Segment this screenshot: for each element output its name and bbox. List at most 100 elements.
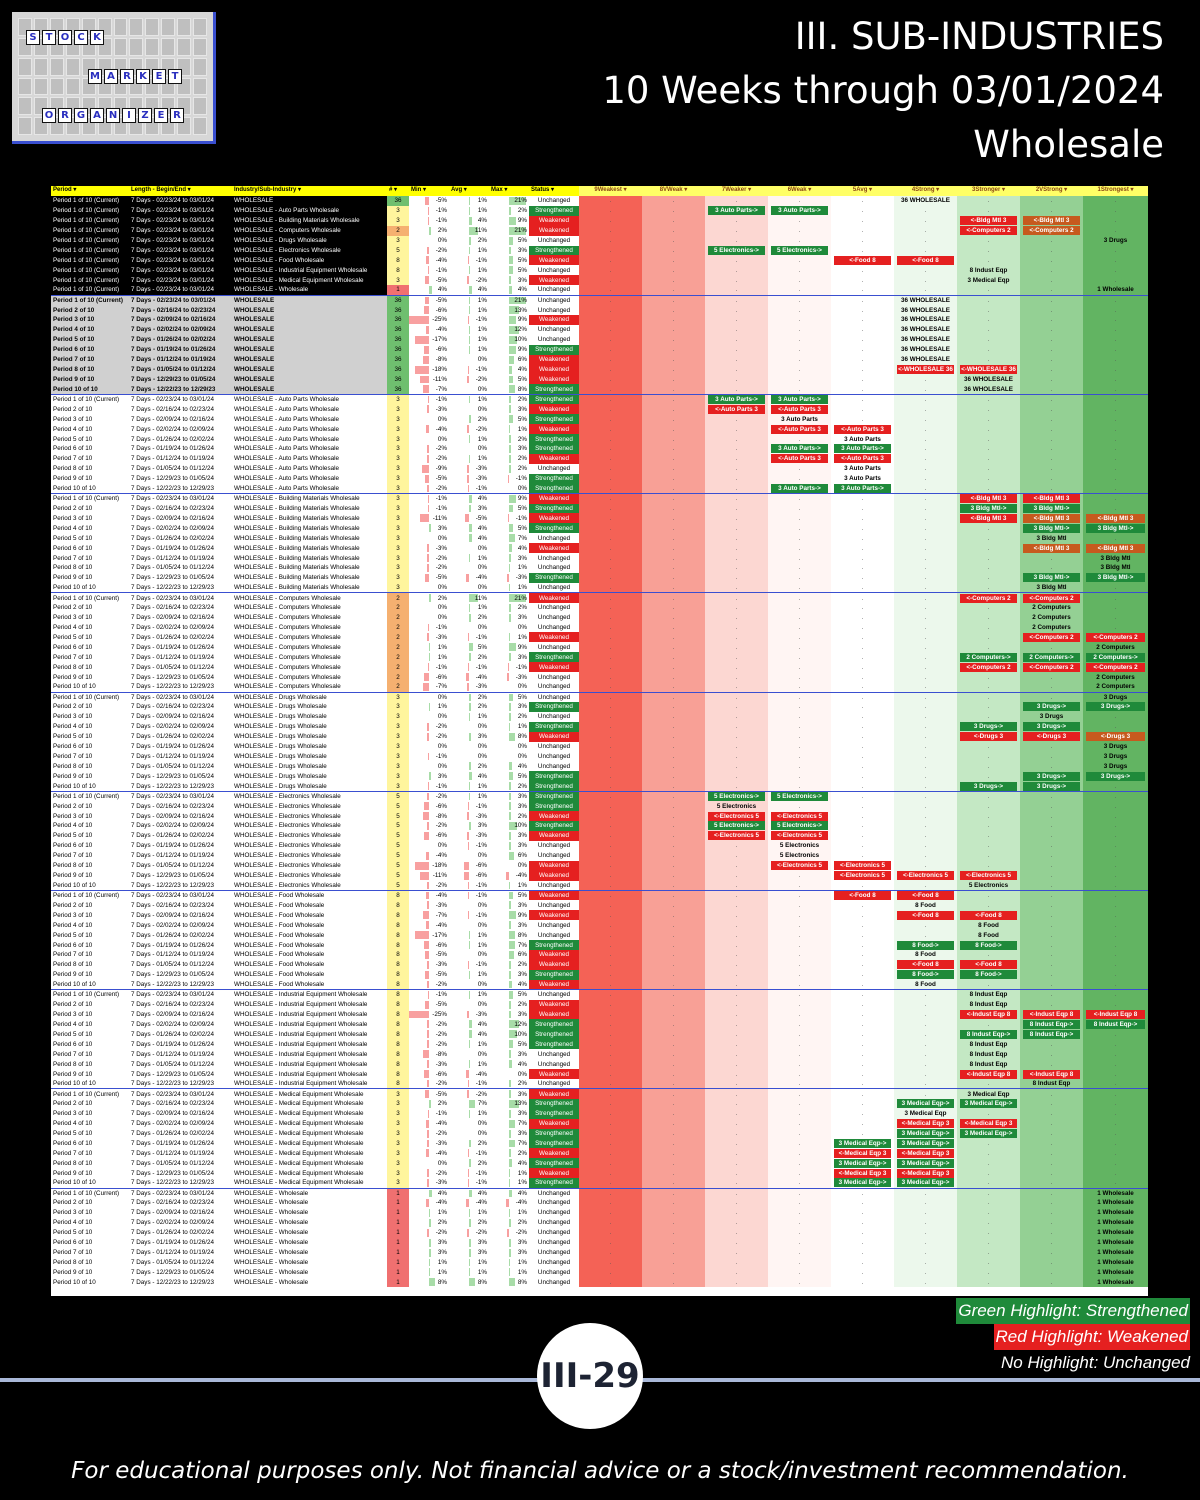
column-header[interactable]: Period ▾ — [51, 186, 129, 196]
metric-cell: 5% — [489, 889, 529, 901]
column-header[interactable]: Industry/Sub-Industry ▾ — [232, 186, 387, 196]
column-header[interactable]: 5Avg ▾ — [831, 186, 894, 196]
rank-cell-1: . — [1083, 473, 1148, 484]
metric-cell: 3% — [409, 1248, 449, 1258]
metric-bar — [415, 931, 429, 940]
rank-cell-6: <-Electronics 5 — [768, 811, 831, 821]
rank-cell-6: . — [768, 1029, 831, 1040]
rank-cell-2: . — [1020, 900, 1083, 911]
column-header[interactable]: Status ▾ — [529, 186, 579, 196]
industry-cell: WHOLESALE - Building Materials Wholesale — [234, 544, 360, 552]
column-header[interactable]: 3Stronger ▾ — [957, 186, 1020, 196]
rank-cell-5: . — [831, 1078, 894, 1089]
rank-cell-5: . — [831, 215, 894, 226]
metric-bar — [469, 1030, 473, 1039]
metric-value: 4% — [517, 1189, 527, 1197]
metric-cell: 4% — [449, 216, 489, 226]
rank-cell-4: . — [894, 721, 957, 732]
range-cell: 7 Days - 12/22/23 to 12/29/23 — [131, 881, 214, 889]
logo-tile — [49, 57, 64, 76]
metric-value: 1% — [477, 336, 487, 344]
rank-cell-7: . — [705, 1168, 768, 1179]
industry-cell: WHOLESALE - Wholesale — [234, 1199, 309, 1207]
rank-cell-6: . — [768, 1108, 831, 1119]
metric-value: -25% — [432, 316, 447, 324]
metric-cell: -1% — [449, 881, 489, 891]
rank-cell-9: . — [579, 1168, 642, 1179]
rank-cell-1: . — [1083, 414, 1148, 425]
table-row: Period 9 of 10 7 Days - 12/29/23 to 01/05… — [51, 1168, 1148, 1179]
rank-tag: 3 Bldg Mtl — [1036, 534, 1067, 542]
table-row: Period 6 of 10 7 Days - 01/19/24 to 01/26… — [51, 940, 1148, 950]
rank-tag: 5 Electronics — [779, 852, 820, 860]
column-header[interactable]: 4Strong ▾ — [894, 186, 957, 196]
rank-cell-7: . — [705, 989, 768, 1000]
rank-cell-3: 8 Indust Eqp — [957, 1059, 1020, 1070]
rank-cell-4: . — [894, 1217, 957, 1228]
metric-cell: 3% — [489, 1049, 529, 1059]
rank-cell-3: . — [957, 741, 1020, 752]
column-header[interactable]: 9Weakest ▾ — [579, 186, 642, 196]
rank-tag: <-Auto Parts 3 — [708, 404, 765, 414]
rank-tag: 8 Food — [915, 980, 936, 988]
metric-cell: 0% — [449, 742, 489, 752]
table-row: Period 6 of 10 7 Days - 01/19/24 to 01/26… — [51, 1237, 1148, 1248]
metric-bar — [424, 673, 429, 682]
period-cell: Period 4 of 10 — [53, 723, 93, 731]
metric-bar — [468, 1169, 469, 1178]
column-header[interactable]: 1Strongest ▾ — [1083, 186, 1148, 196]
metric-cell: -2% — [449, 1088, 489, 1099]
status-cell: Weakened — [529, 424, 579, 435]
column-header[interactable]: # ▾ — [387, 186, 409, 196]
metric-bar — [427, 1169, 429, 1178]
count-cell: 3 — [387, 1088, 409, 1099]
metric-bar — [469, 603, 470, 612]
metric-cell: 10% — [489, 1029, 529, 1039]
metric-cell: -6% — [409, 305, 449, 315]
metric-bar — [429, 594, 431, 602]
rank-tag: 3 Drugs-> — [1086, 771, 1145, 781]
metric-value: 2% — [477, 1159, 487, 1167]
metric-bar — [429, 772, 432, 781]
range-cell: 7 Days - 02/23/24 to 03/01/24 — [129, 1187, 232, 1199]
column-header[interactable]: 2VStrong ▾ — [1020, 186, 1083, 196]
period-cell: Period 1 of 10 (Current) — [51, 691, 129, 702]
rank-cell-1: . — [1083, 940, 1148, 950]
metric-bar — [509, 375, 513, 384]
metric-value: 3% — [517, 921, 527, 929]
column-header[interactable]: Length - Begin/End ▾ — [129, 186, 232, 196]
column-header[interactable]: 7Weaker ▾ — [705, 186, 768, 196]
metric-bar — [469, 1109, 470, 1118]
column-header[interactable]: Avg ▾ — [449, 186, 489, 196]
metric-cell: -2% — [489, 1228, 529, 1238]
rank-cell-2: . — [1020, 691, 1083, 702]
metric-bar — [469, 1189, 473, 1198]
rank-cell-2: 3 Bldg Mtl — [1020, 582, 1083, 593]
column-header[interactable]: 8VWeak ▾ — [642, 186, 705, 196]
rank-cell-6: . — [768, 1227, 831, 1238]
metric-bar — [466, 812, 469, 820]
column-header[interactable]: Min ▾ — [409, 186, 449, 196]
metric-bar — [423, 683, 429, 691]
metric-value: -6% — [435, 1070, 447, 1078]
column-header[interactable]: Max ▾ — [489, 186, 529, 196]
range-cell: 7 Days - 02/23/24 to 03/01/24 — [129, 691, 232, 702]
column-header[interactable]: 6Weak ▾ — [768, 186, 831, 196]
metric-cell: 2% — [489, 712, 529, 722]
range-cell: 7 Days - 02/16/24 to 02/23/24 — [131, 1100, 214, 1108]
metric-bar — [468, 802, 469, 811]
metric-cell: -2% — [409, 246, 449, 256]
metric-value: 0% — [517, 753, 527, 760]
metric-value: 10% — [514, 822, 527, 830]
rank-cell-9: . — [579, 711, 642, 722]
metric-bar — [509, 841, 512, 850]
metric-bar — [509, 435, 511, 443]
metric-cell: -2% — [409, 444, 449, 454]
status-cell: Weakened — [529, 255, 579, 266]
rank-cell-9: . — [579, 393, 642, 405]
metric-cell: -1% — [409, 781, 449, 791]
rank-tag: 3 Medical Eqp-> — [834, 1138, 891, 1148]
metric-value: 6% — [517, 852, 527, 860]
metric-cell: 1% — [489, 1267, 529, 1277]
count-cell: 8 — [387, 940, 409, 950]
